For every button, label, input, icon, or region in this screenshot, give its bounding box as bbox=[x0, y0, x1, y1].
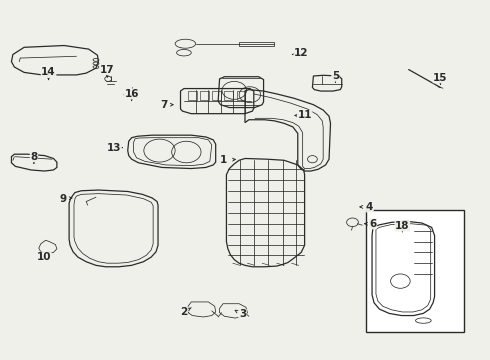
Text: 10: 10 bbox=[36, 252, 51, 262]
Text: 3: 3 bbox=[239, 310, 246, 319]
Text: 17: 17 bbox=[100, 64, 115, 75]
Text: 18: 18 bbox=[395, 221, 410, 231]
Text: 1: 1 bbox=[220, 155, 227, 165]
FancyBboxPatch shape bbox=[366, 211, 464, 332]
Text: 14: 14 bbox=[41, 67, 56, 77]
Text: 5: 5 bbox=[332, 71, 339, 81]
Text: 15: 15 bbox=[433, 73, 448, 83]
Text: 2: 2 bbox=[180, 307, 188, 317]
Text: 9: 9 bbox=[60, 194, 67, 204]
Text: 7: 7 bbox=[161, 100, 168, 110]
Text: 13: 13 bbox=[107, 143, 122, 153]
Text: 4: 4 bbox=[366, 202, 373, 212]
Text: 8: 8 bbox=[30, 152, 38, 162]
Text: 6: 6 bbox=[369, 219, 377, 229]
Text: 12: 12 bbox=[294, 48, 308, 58]
Text: 11: 11 bbox=[297, 111, 312, 121]
Text: 16: 16 bbox=[124, 89, 139, 99]
